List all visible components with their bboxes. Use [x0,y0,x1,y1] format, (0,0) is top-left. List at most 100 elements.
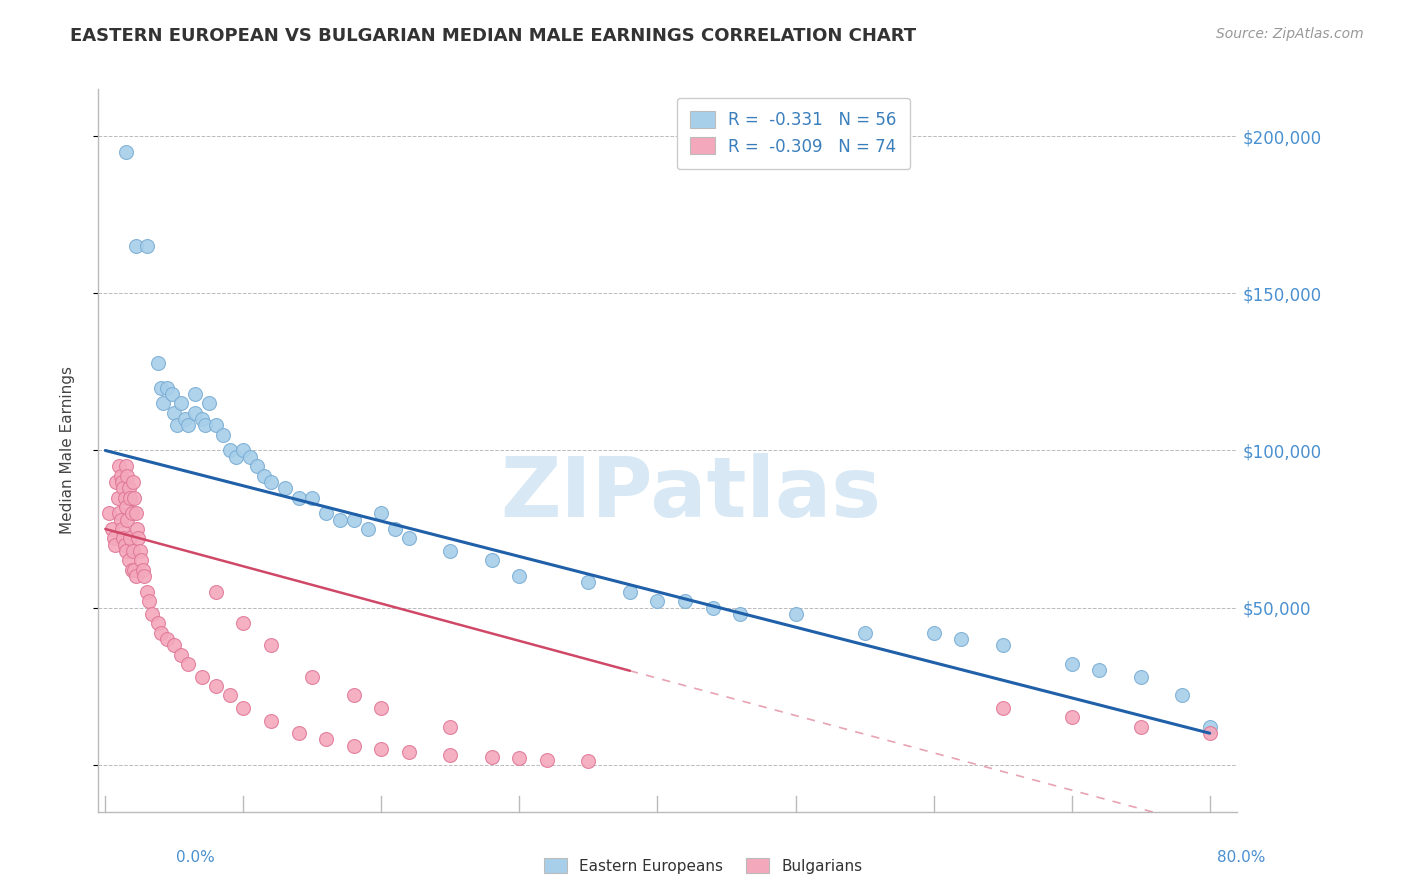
Point [329,512,352,526]
Text: 80.0%: 80.0% [1218,850,1265,865]
Point [125,569,148,583]
Point [218,443,240,458]
Point [149,381,172,395]
Point [170,396,193,410]
Point [204,679,226,693]
Point [1198,720,1220,734]
Point [149,625,172,640]
Point [135,239,157,253]
Point [118,553,141,567]
Text: EASTERN EUROPEAN VS BULGARIAN MEDIAN MALE EARNINGS CORRELATION CHART: EASTERN EUROPEAN VS BULGARIAN MEDIAN MAL… [70,27,917,45]
Point [991,638,1014,652]
Point [853,625,876,640]
Point [114,538,136,552]
Point [785,607,807,621]
Point [301,670,323,684]
Point [166,418,188,433]
Point [1088,664,1111,678]
Point [115,544,138,558]
Point [991,701,1014,715]
Point [922,625,945,640]
Point [101,522,124,536]
Point [122,475,145,489]
Point [239,450,262,464]
Point [105,475,128,489]
Point [211,427,233,442]
Point [163,406,186,420]
Point [141,607,163,621]
Point [191,412,214,426]
Point [160,387,183,401]
Point [114,491,136,505]
Point [118,481,141,495]
Point [225,450,247,464]
Point [117,468,139,483]
Point [194,418,217,433]
Point [950,632,973,646]
Point [131,563,153,577]
Point [204,584,226,599]
Point [260,714,283,728]
Point [170,648,193,662]
Text: 0.0%: 0.0% [176,850,215,865]
Point [702,600,724,615]
Point [274,481,297,495]
Point [112,481,135,495]
Point [260,638,283,652]
Text: Source: ZipAtlas.com: Source: ZipAtlas.com [1216,27,1364,41]
Point [398,745,420,759]
Point [481,553,503,567]
Point [343,512,366,526]
Point [315,732,337,747]
Point [246,459,269,474]
Y-axis label: Median Male Earnings: Median Male Earnings [60,367,75,534]
Point [439,748,461,763]
Point [204,418,226,433]
Point [110,512,132,526]
Point [120,491,142,505]
Point [232,701,254,715]
Point [127,532,149,546]
Point [163,638,186,652]
Point [108,459,131,474]
Point [111,522,134,536]
Point [115,459,138,474]
Point [120,532,142,546]
Point [232,443,254,458]
Point [384,522,406,536]
Point [619,584,641,599]
Point [253,468,276,483]
Point [647,594,669,608]
Point [121,563,143,577]
Point [287,491,309,505]
Point [370,506,392,520]
Point [232,616,254,631]
Point [110,468,132,483]
Point [191,670,214,684]
Point [184,406,207,420]
Point [343,689,366,703]
Point [107,491,129,505]
Point [508,569,530,583]
Point [260,475,283,489]
Point [156,381,179,395]
Point [117,512,139,526]
Point [125,239,148,253]
Point [135,584,157,599]
Point [146,355,169,369]
Point [115,145,138,159]
Point [730,607,752,621]
Text: ZIPatlas: ZIPatlas [501,453,882,534]
Point [1129,720,1152,734]
Point [508,751,530,765]
Point [398,532,420,546]
Point [356,522,378,536]
Point [370,742,392,756]
Legend: Eastern Europeans, Bulgarians: Eastern Europeans, Bulgarians [537,852,869,880]
Point [218,689,240,703]
Point [104,538,127,552]
Point [177,418,200,433]
Point [301,491,323,505]
Point [673,594,696,608]
Point [98,506,121,520]
